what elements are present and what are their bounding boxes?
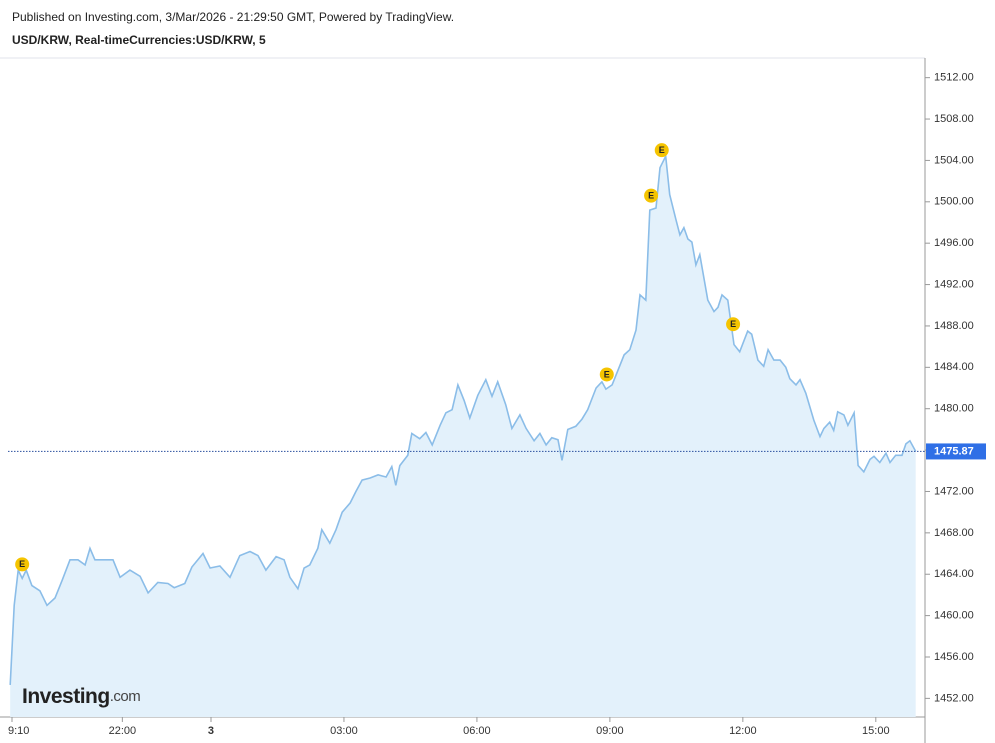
last-price-tag	[926, 443, 986, 460]
x-tick-label: 22:00	[109, 725, 137, 737]
y-tick-label: 1496.00	[934, 237, 974, 249]
event-marker	[644, 188, 659, 203]
x-tick-label: 03:00	[330, 725, 358, 737]
event-marker	[599, 367, 614, 382]
event-marker	[15, 557, 30, 572]
x-tick-label: 06:00	[463, 725, 491, 737]
y-tick-label: 1512.00	[934, 72, 974, 84]
y-tick-label: 1508.00	[934, 113, 974, 125]
y-tick-label: 1492.00	[934, 278, 974, 290]
x-tick-label: 3	[208, 725, 214, 737]
x-tick-label: 15:00	[862, 725, 890, 737]
logo-suffix: .com	[110, 688, 141, 705]
y-tick-label: 1472.00	[934, 485, 974, 497]
event-label: E	[659, 145, 665, 155]
x-tick-label: 9:10	[8, 725, 29, 737]
last-price-label: 1475.87	[934, 445, 974, 457]
logo-main: Investing	[22, 685, 110, 708]
y-tick-label: 1456.00	[934, 651, 974, 663]
x-tick-label: 12:00	[729, 725, 757, 737]
x-tick-label: 09:00	[596, 725, 624, 737]
y-tick-label: 1464.00	[934, 568, 974, 580]
event-label: E	[604, 369, 610, 379]
event-label: E	[648, 191, 654, 201]
y-tick-label: 1504.00	[934, 154, 974, 166]
event-marker	[654, 143, 669, 158]
event-label: E	[19, 559, 25, 569]
y-tick-label: 1460.00	[934, 610, 974, 622]
y-tick-label: 1452.00	[934, 692, 974, 704]
price-line	[9, 153, 917, 685]
y-tick-label: 1484.00	[934, 361, 974, 373]
area-fill	[10, 156, 916, 718]
event-marker	[726, 317, 741, 332]
logo: Investing.com	[22, 685, 140, 708]
chart-title: USD/KRW, Real-timeCurrencies:USD/KRW, 5	[12, 33, 266, 47]
published-note: Published on Investing.com, 3/Mar/2026 -…	[12, 10, 455, 24]
y-tick-label: 1480.00	[934, 403, 974, 415]
plot-area	[9, 153, 917, 718]
y-tick-label: 1488.00	[934, 320, 974, 332]
event-label: E	[730, 319, 736, 329]
y-tick-label: 1500.00	[934, 196, 974, 208]
y-tick-label: 1468.00	[934, 527, 974, 539]
